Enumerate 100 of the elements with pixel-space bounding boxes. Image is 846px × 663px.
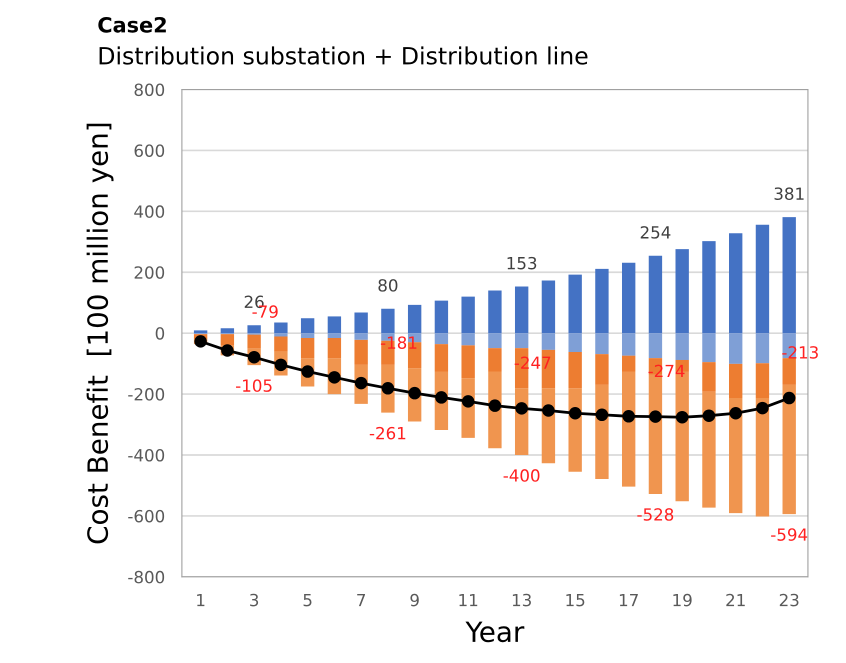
bar [595, 384, 609, 480]
bar [676, 249, 689, 334]
point [488, 399, 502, 412]
bar [729, 398, 742, 514]
bar [488, 290, 502, 334]
x-axis-title: Year [465, 622, 524, 642]
annotation: -261 [370, 426, 406, 440]
y-tick-label: -800 [128, 570, 164, 584]
bar [488, 333, 502, 348]
bar [328, 333, 342, 338]
x-tick-label: 15 [566, 594, 584, 606]
x-tick-label: 19 [673, 594, 692, 606]
point [702, 409, 716, 422]
point [649, 410, 662, 423]
chart-subtitle: Distribution substation + Distribution line [100, 46, 588, 65]
bar [194, 330, 208, 334]
bar [354, 340, 368, 365]
bar [514, 333, 528, 348]
data-label: 254 [640, 226, 670, 239]
x-tick-label: 1 [197, 594, 204, 606]
chart-title: Case2 [98, 16, 166, 33]
point [408, 386, 421, 400]
y-tick-label: 400 [134, 205, 164, 218]
bar [220, 328, 234, 334]
bar [702, 333, 716, 362]
annotation: -528 [637, 508, 674, 521]
x-tick-label: 13 [512, 594, 531, 606]
bar [729, 364, 742, 398]
bar [300, 333, 314, 338]
point [435, 391, 448, 404]
x-tick-label: 21 [726, 594, 745, 606]
bar [247, 325, 261, 334]
bar [461, 345, 475, 378]
x-tick-label: 9 [410, 594, 419, 606]
bar [756, 224, 770, 334]
bar [756, 398, 770, 517]
bar [328, 316, 342, 334]
bar [514, 286, 528, 334]
point [462, 395, 474, 408]
bar [622, 333, 636, 356]
annotation: -400 [504, 469, 540, 482]
data-label: -181 [380, 336, 416, 349]
x-tick-label: 7 [357, 594, 366, 606]
bar [648, 256, 662, 334]
point [542, 404, 555, 417]
bar [702, 392, 716, 508]
point [622, 410, 635, 423]
bar [756, 333, 770, 364]
point [782, 392, 796, 404]
bar [568, 333, 582, 352]
bar [328, 338, 342, 358]
bar [729, 333, 742, 364]
bar [381, 308, 395, 334]
y-tick-label: -200 [128, 388, 164, 401]
bar [434, 300, 448, 334]
bar [595, 268, 609, 334]
bar [648, 333, 662, 358]
y-axis-title: Cost Benefit [100 million yen] [86, 124, 114, 544]
bar [274, 333, 288, 337]
bar [622, 372, 636, 487]
bar [702, 241, 716, 334]
bar [542, 280, 556, 334]
bar [676, 333, 689, 360]
point [729, 407, 742, 420]
bar [729, 233, 742, 334]
data-label: 381 [774, 187, 804, 200]
bar [756, 363, 770, 398]
bar [622, 262, 636, 334]
y-tick-label: 800 [134, 83, 164, 96]
x-tick-label: 17 [620, 594, 638, 606]
point [194, 335, 207, 348]
point [596, 408, 608, 422]
y-tick-label: 200 [134, 266, 164, 279]
bar [434, 333, 448, 344]
bar [782, 358, 796, 385]
bar [568, 352, 582, 388]
bar [782, 384, 796, 514]
annotation: -105 [236, 379, 272, 392]
bar [354, 333, 368, 340]
point [756, 402, 769, 414]
x-tick-label: 5 [304, 594, 312, 606]
bar [300, 338, 314, 358]
bar [782, 217, 796, 334]
bar [488, 348, 502, 372]
bar [354, 312, 368, 334]
bar [461, 333, 475, 346]
bar [274, 322, 288, 334]
y-tick-label: -600 [128, 510, 164, 522]
bar [247, 334, 261, 348]
data-label: 153 [508, 256, 536, 270]
bar [622, 356, 636, 372]
bar [542, 333, 556, 350]
x-tick-label: 23 [780, 594, 798, 606]
x-tick-label: 3 [250, 594, 258, 606]
y-tick-label: -400 [128, 448, 164, 462]
bar [408, 304, 422, 334]
bar [434, 344, 448, 372]
bar [274, 336, 288, 352]
bar [220, 334, 234, 346]
point [568, 407, 582, 420]
